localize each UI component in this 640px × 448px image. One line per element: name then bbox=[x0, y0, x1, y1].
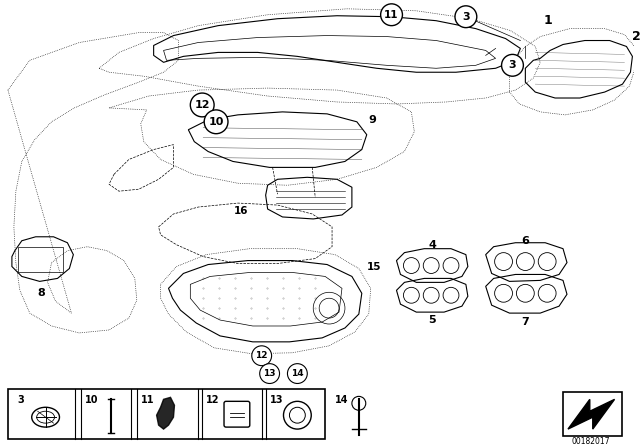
Text: 10: 10 bbox=[209, 117, 224, 127]
Text: 3: 3 bbox=[509, 60, 516, 70]
Text: 7: 7 bbox=[522, 317, 529, 327]
Polygon shape bbox=[157, 397, 175, 429]
Text: 2: 2 bbox=[632, 30, 640, 43]
Text: 13: 13 bbox=[264, 369, 276, 378]
Text: 6: 6 bbox=[522, 236, 529, 246]
Text: 11: 11 bbox=[141, 396, 154, 405]
Text: 14: 14 bbox=[335, 396, 349, 405]
Text: 8: 8 bbox=[38, 288, 45, 298]
Text: 14: 14 bbox=[291, 369, 304, 378]
Circle shape bbox=[204, 110, 228, 134]
Text: 10: 10 bbox=[85, 396, 99, 405]
Text: 13: 13 bbox=[269, 396, 283, 405]
Text: 12: 12 bbox=[255, 351, 268, 360]
Text: 1: 1 bbox=[543, 14, 552, 27]
Text: 3: 3 bbox=[18, 396, 24, 405]
Circle shape bbox=[190, 93, 214, 117]
Text: 12: 12 bbox=[195, 100, 210, 110]
Text: 15: 15 bbox=[367, 262, 381, 271]
Bar bbox=[563, 392, 623, 436]
Text: 11: 11 bbox=[384, 10, 399, 20]
Circle shape bbox=[252, 346, 271, 366]
Bar bbox=[8, 389, 325, 439]
Text: 4: 4 bbox=[428, 240, 436, 250]
Text: 3: 3 bbox=[462, 12, 470, 22]
Text: 12: 12 bbox=[206, 396, 220, 405]
Bar bbox=[18, 247, 63, 272]
Circle shape bbox=[287, 364, 307, 383]
Text: 16: 16 bbox=[234, 206, 248, 216]
Circle shape bbox=[455, 6, 477, 28]
Circle shape bbox=[260, 364, 280, 383]
Text: 9: 9 bbox=[369, 115, 376, 125]
Circle shape bbox=[502, 54, 524, 76]
Circle shape bbox=[381, 4, 403, 26]
Text: 00182017: 00182017 bbox=[572, 437, 610, 447]
Text: 5: 5 bbox=[428, 315, 436, 325]
Polygon shape bbox=[568, 399, 614, 429]
